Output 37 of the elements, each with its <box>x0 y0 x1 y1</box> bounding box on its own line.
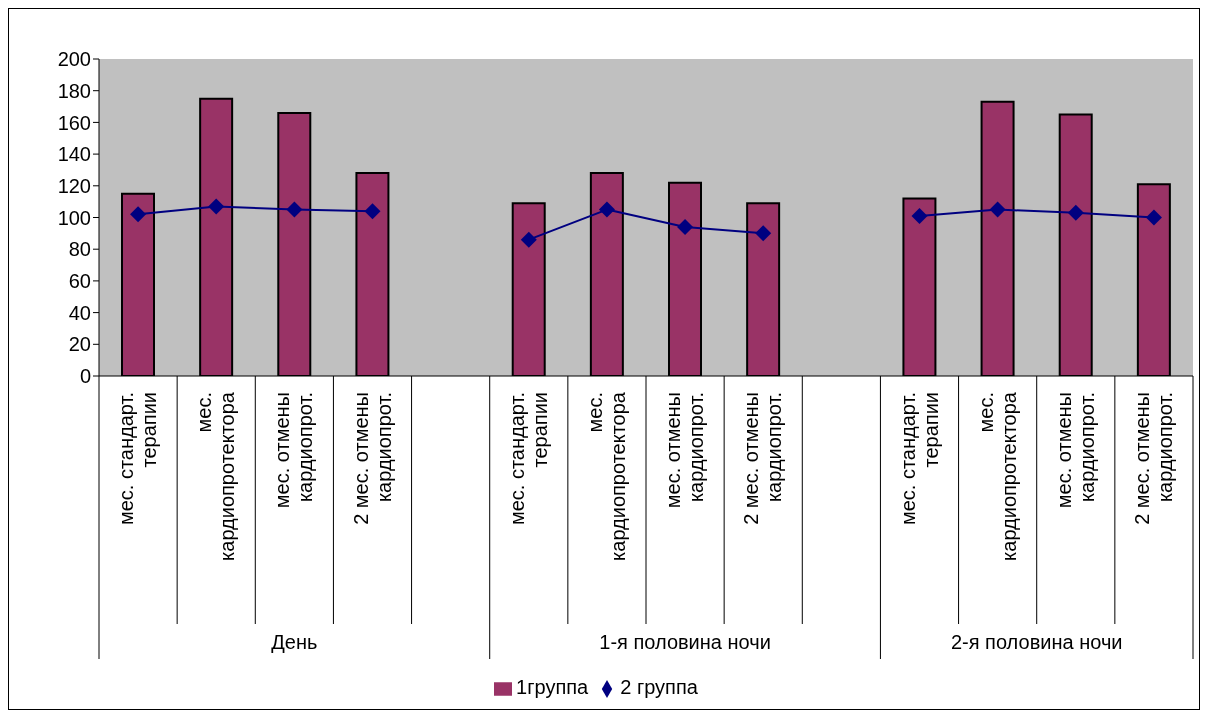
legend-label: 1группа <box>516 676 589 698</box>
y-tick-label: 20 <box>68 333 91 356</box>
x-tick-label: 2 мес. отмены кардиопрот. <box>740 392 786 525</box>
text: День <box>271 631 318 653</box>
x-tick-label: мес. стандарт. терапии <box>505 392 551 526</box>
y-tick-label: 60 <box>68 270 91 292</box>
y-tick-label: 180 <box>57 79 91 102</box>
point <box>677 219 694 236</box>
x-tick-label: мес. стандарт. терапии <box>115 392 161 526</box>
point <box>1067 204 1084 221</box>
y-tick-label: 140 <box>57 143 91 166</box>
point <box>755 225 772 242</box>
text: 1-я половина ночи <box>599 631 771 653</box>
x-tick-label: 2 мес. отмены кардиопрот. <box>1130 392 1176 525</box>
y-tick-label: 40 <box>68 301 91 324</box>
text: 2-я половина ночи <box>950 631 1123 653</box>
y-tick-label: 160 <box>57 111 91 134</box>
point <box>286 201 303 218</box>
point <box>989 201 1006 218</box>
point <box>364 203 381 220</box>
point <box>208 198 225 215</box>
y-tick-label: 200 <box>57 48 91 71</box>
point <box>598 201 615 218</box>
point <box>1145 209 1162 226</box>
point <box>520 231 537 248</box>
y-tick-label: 100 <box>57 206 91 229</box>
x-tick-label: 2 мес. отмены кардиопрот. <box>349 392 395 525</box>
point <box>911 207 928 224</box>
point <box>130 206 147 223</box>
y-tick-label: 0 <box>79 365 91 388</box>
x-tick-label: мес. отмены кардиопрот. <box>1052 392 1098 509</box>
x-tick-label: мес. отмены кардиопрот. <box>662 392 708 509</box>
x-tick-label: мес. стандарт. терапии <box>896 392 942 526</box>
y-tick-label: 80 <box>68 238 91 261</box>
legend-label: 2 группа <box>620 676 698 698</box>
y-tick-label: 120 <box>57 174 91 197</box>
x-tick-label: мес. отмены кардиопрот. <box>271 392 317 509</box>
